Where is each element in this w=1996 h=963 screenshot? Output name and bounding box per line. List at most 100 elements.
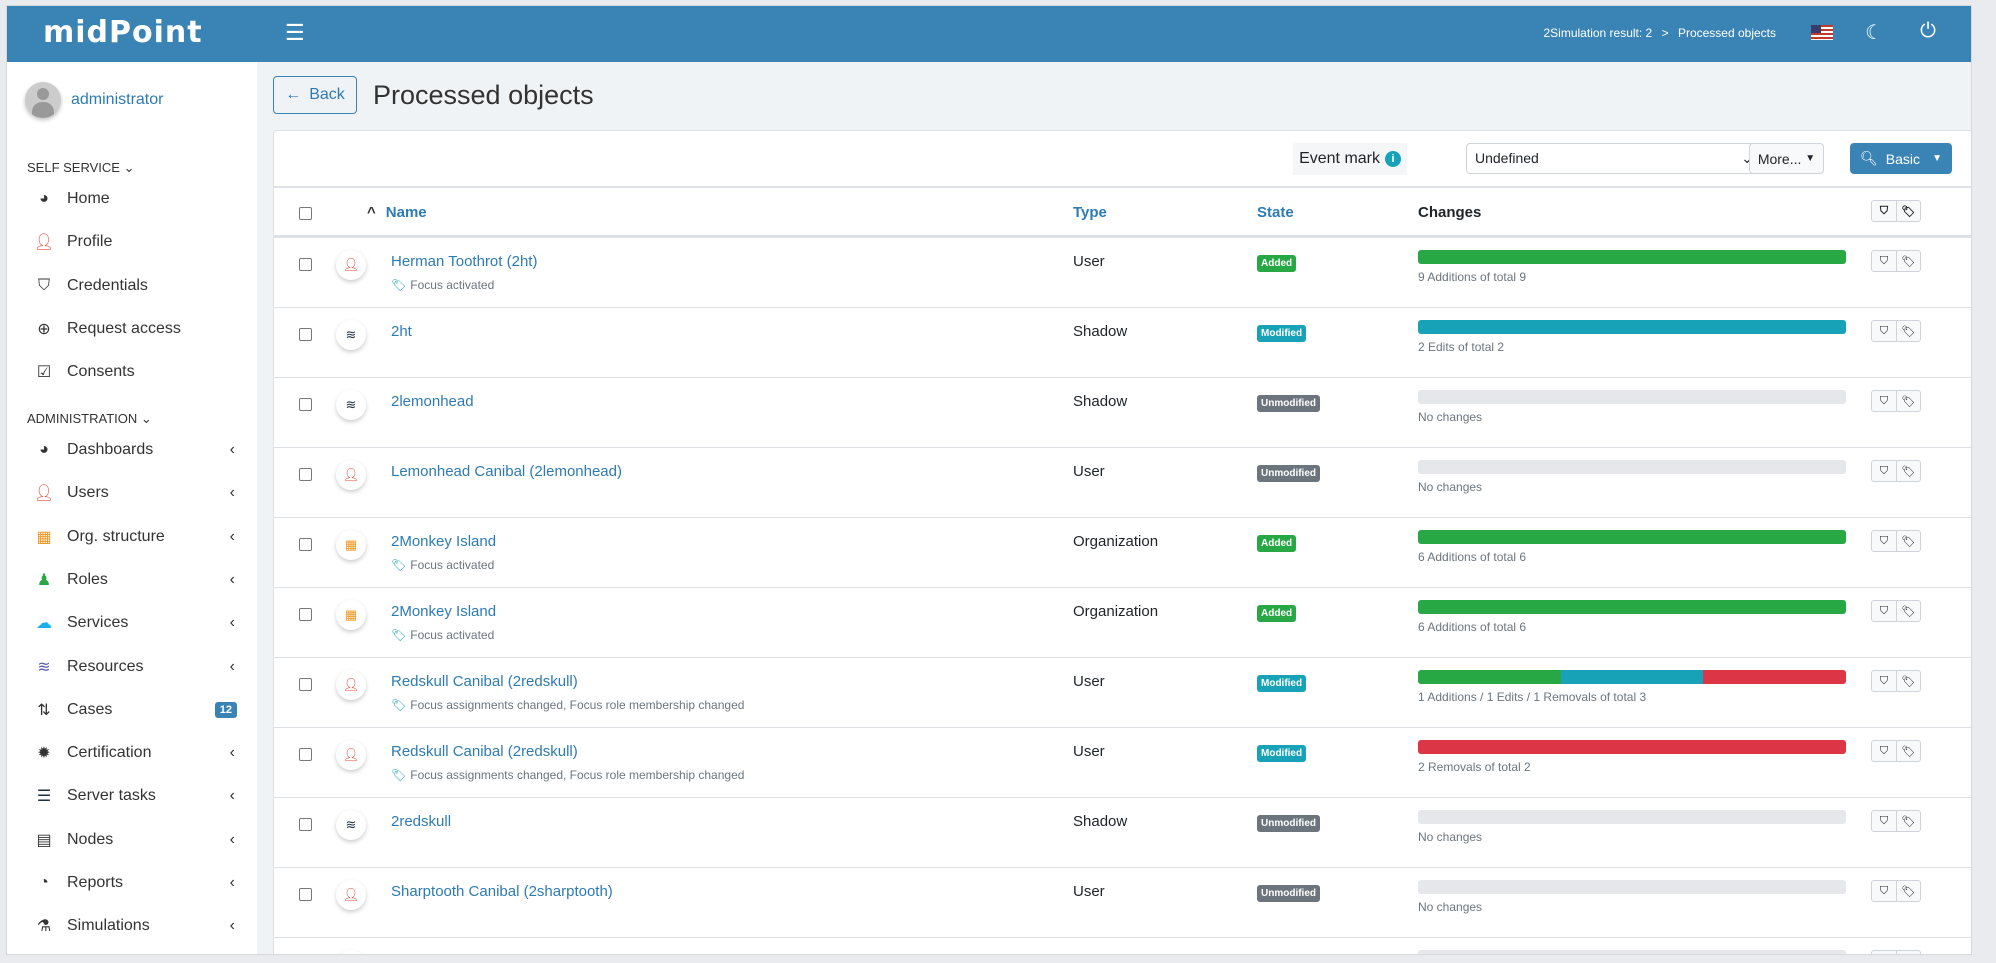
shield-icon[interactable]: ⛉: [1879, 884, 1889, 897]
table-row[interactable]: ▦ 2Monkey Island 🏷︎ Focus activated Organ…: [274, 518, 1971, 588]
object-name-link[interactable]: Redskull Canibal (2redskull): [391, 743, 578, 760]
table-row[interactable]: ≋ Unmodified ⛉🏷︎: [274, 938, 1971, 954]
shield-icon[interactable]: ⛉: [1879, 744, 1889, 757]
breadcrumb: 2Simulation result: 2 > Processed object…: [1538, 26, 1777, 40]
row-checkbox[interactable]: [299, 608, 312, 621]
section-administration[interactable]: ADMINISTRATION ⌄: [27, 411, 152, 427]
hamburger-icon[interactable]: ☰: [285, 20, 305, 45]
tag-icon[interactable]: 🏷︎: [1896, 601, 1920, 621]
row-checkbox[interactable]: [299, 468, 312, 481]
tag-icon[interactable]: 🏷︎: [1896, 951, 1920, 954]
row-checkbox[interactable]: [299, 818, 312, 831]
shield-icon[interactable]: ⛉: [1879, 604, 1889, 617]
shield-icon[interactable]: ⛉: [1879, 464, 1889, 477]
back-button[interactable]: ← Back: [273, 76, 357, 114]
shield-icon[interactable]: ⛉: [1879, 204, 1889, 217]
shield-icon[interactable]: ⛉: [1879, 324, 1889, 337]
sidebar-item-consents[interactable]: ☑ Consents: [33, 355, 243, 389]
sidebar-item-certification[interactable]: ✹ Certification ‹: [33, 736, 243, 770]
breadcrumb-simulation-result[interactable]: 2Simulation result: 2: [1543, 26, 1653, 40]
sidebar-item-org-structure[interactable]: ▦ Org. structure ‹: [33, 520, 243, 554]
tag-icon[interactable]: 🏷︎: [1896, 811, 1920, 831]
row-checkbox[interactable]: [299, 258, 312, 271]
tag-icon[interactable]: 🏷︎: [1896, 391, 1920, 411]
object-name-link[interactable]: Herman Toothrot (2ht): [391, 253, 538, 270]
object-name-link[interactable]: 2ht: [391, 323, 412, 340]
tag-icon[interactable]: 🏷︎: [1896, 461, 1920, 481]
sidebar-item-users[interactable]: 👤︎ Users ‹: [33, 476, 243, 510]
table-row[interactable]: ≋ 2redskull Shadow Unmodified No changes…: [274, 798, 1971, 868]
tag-icon[interactable]: 🏷︎: [1896, 671, 1920, 691]
tag-icon[interactable]: 🏷︎: [1896, 531, 1920, 551]
search-basic-button[interactable]: 🔍︎ Basic ▼: [1850, 143, 1952, 174]
row-checkbox[interactable]: [299, 678, 312, 691]
tag-icon[interactable]: 🏷︎: [1896, 201, 1920, 221]
us-flag-icon[interactable]: [1811, 25, 1833, 40]
sidebar-item-cases[interactable]: ⇅ Cases 12: [33, 693, 243, 727]
table-row[interactable]: 👤︎ Redskull Canibal (2redskull) 🏷︎ Focus …: [274, 658, 1971, 728]
chevron-left-icon: ‹: [229, 787, 235, 805]
sidebar-item-profile[interactable]: 👤︎ Profile: [33, 225, 243, 259]
caret-down-icon[interactable]: ▼: [1932, 153, 1942, 164]
more-button[interactable]: More... ▼: [1749, 143, 1824, 174]
sidebar-item-simulations[interactable]: ⚗ Simulations ‹: [33, 909, 243, 943]
table-row[interactable]: 👤︎ Redskull Canibal (2redskull) 🏷︎ Focus …: [274, 728, 1971, 798]
shield-icon[interactable]: ⛉: [1879, 534, 1889, 547]
shield-icon[interactable]: ⛉: [1879, 254, 1889, 267]
shield-icon[interactable]: ⛉: [1879, 394, 1889, 407]
object-name-link[interactable]: Lemonhead Canibal (2lemonhead): [391, 463, 622, 480]
tag-icon[interactable]: 🏷︎: [1896, 251, 1920, 271]
sidebar-item-roles[interactable]: ♟ Roles ‹: [33, 563, 243, 597]
shield-icon[interactable]: ⛉: [1879, 814, 1889, 827]
object-name-link[interactable]: 2lemonhead: [391, 393, 474, 410]
shield-icon[interactable]: ⛉: [1872, 951, 1896, 954]
sidebar-item-dashboards[interactable]: ◕ Dashboards ‹: [33, 433, 243, 467]
row-checkbox[interactable]: [299, 748, 312, 761]
table-row[interactable]: 👤︎ Lemonhead Canibal (2lemonhead) User U…: [274, 448, 1971, 518]
state-badge: Added: [1257, 535, 1297, 552]
user-profile[interactable]: administrator: [25, 82, 163, 118]
username[interactable]: administrator: [71, 91, 164, 108]
row-checkbox[interactable]: [299, 398, 312, 411]
tag-icon[interactable]: 🏷︎: [1896, 321, 1920, 341]
table-row[interactable]: 👤︎ Herman Toothrot (2ht) 🏷︎ Focus activat…: [274, 238, 1971, 308]
midpoint-logo[interactable]: midPoint: [43, 15, 203, 50]
table-row[interactable]: 👤︎ Sharptooth Canibal (2sharptooth) User…: [274, 868, 1971, 938]
sidebar-item-nodes[interactable]: ▤ Nodes ‹: [33, 823, 243, 857]
event-mark-text: Focus activated: [410, 278, 495, 292]
column-name[interactable]: ^ Name: [367, 204, 427, 221]
sidebar-item-home[interactable]: ◕ Home: [33, 182, 243, 216]
row-checkbox[interactable]: [299, 888, 312, 901]
object-name-link[interactable]: Redskull Canibal (2redskull): [391, 673, 578, 690]
event-mark-text: Focus activated: [410, 558, 495, 572]
select-all-checkbox[interactable]: [299, 207, 312, 220]
sidebar-item-credentials[interactable]: ⛉ Credentials: [33, 269, 243, 303]
tag-icon[interactable]: 🏷︎: [1896, 881, 1920, 901]
object-name-link[interactable]: Sharptooth Canibal (2sharptooth): [391, 883, 613, 900]
object-type: User: [1073, 673, 1105, 690]
section-self_service[interactable]: SELF SERVICE ⌄: [27, 160, 135, 176]
object-name-link[interactable]: 2redskull: [391, 813, 452, 830]
section-label: SELF SERVICE: [27, 160, 120, 175]
sidebar-item-services[interactable]: ☁ Services ‹: [33, 606, 243, 640]
column-state[interactable]: State: [1257, 204, 1294, 221]
tag-icon[interactable]: 🏷︎: [1896, 741, 1920, 761]
row-checkbox[interactable]: [299, 328, 312, 341]
event-mark-select[interactable]: Undefined ⌄: [1466, 143, 1762, 174]
row-checkbox[interactable]: [299, 538, 312, 551]
sidebar-item-resources[interactable]: ≋ Resources ‹: [33, 650, 243, 684]
column-type[interactable]: Type: [1073, 204, 1107, 221]
power-icon[interactable]: ⏻: [1920, 20, 1936, 42]
flask-icon: ⚗: [36, 918, 52, 936]
table-row[interactable]: ≋ 2ht Shadow Modified 2 Edits of total 2…: [274, 308, 1971, 378]
info-icon[interactable]: i: [1385, 151, 1401, 167]
sidebar-item-server-tasks[interactable]: ☰ Server tasks ‹: [33, 779, 243, 813]
sidebar-item-request-access[interactable]: ⊕ Request access: [33, 312, 243, 346]
moon-icon[interactable]: ☾: [1865, 22, 1883, 44]
sidebar-item-reports[interactable]: ◔ Reports ‹: [33, 866, 243, 900]
object-name-link[interactable]: 2Monkey Island: [391, 603, 497, 620]
object-name-link[interactable]: 2Monkey Island: [391, 533, 497, 550]
table-row[interactable]: ▦ 2Monkey Island 🏷︎ Focus activated Organ…: [274, 588, 1971, 658]
shield-icon[interactable]: ⛉: [1879, 674, 1889, 687]
table-row[interactable]: ≋ 2lemonhead Shadow Unmodified No change…: [274, 378, 1971, 448]
